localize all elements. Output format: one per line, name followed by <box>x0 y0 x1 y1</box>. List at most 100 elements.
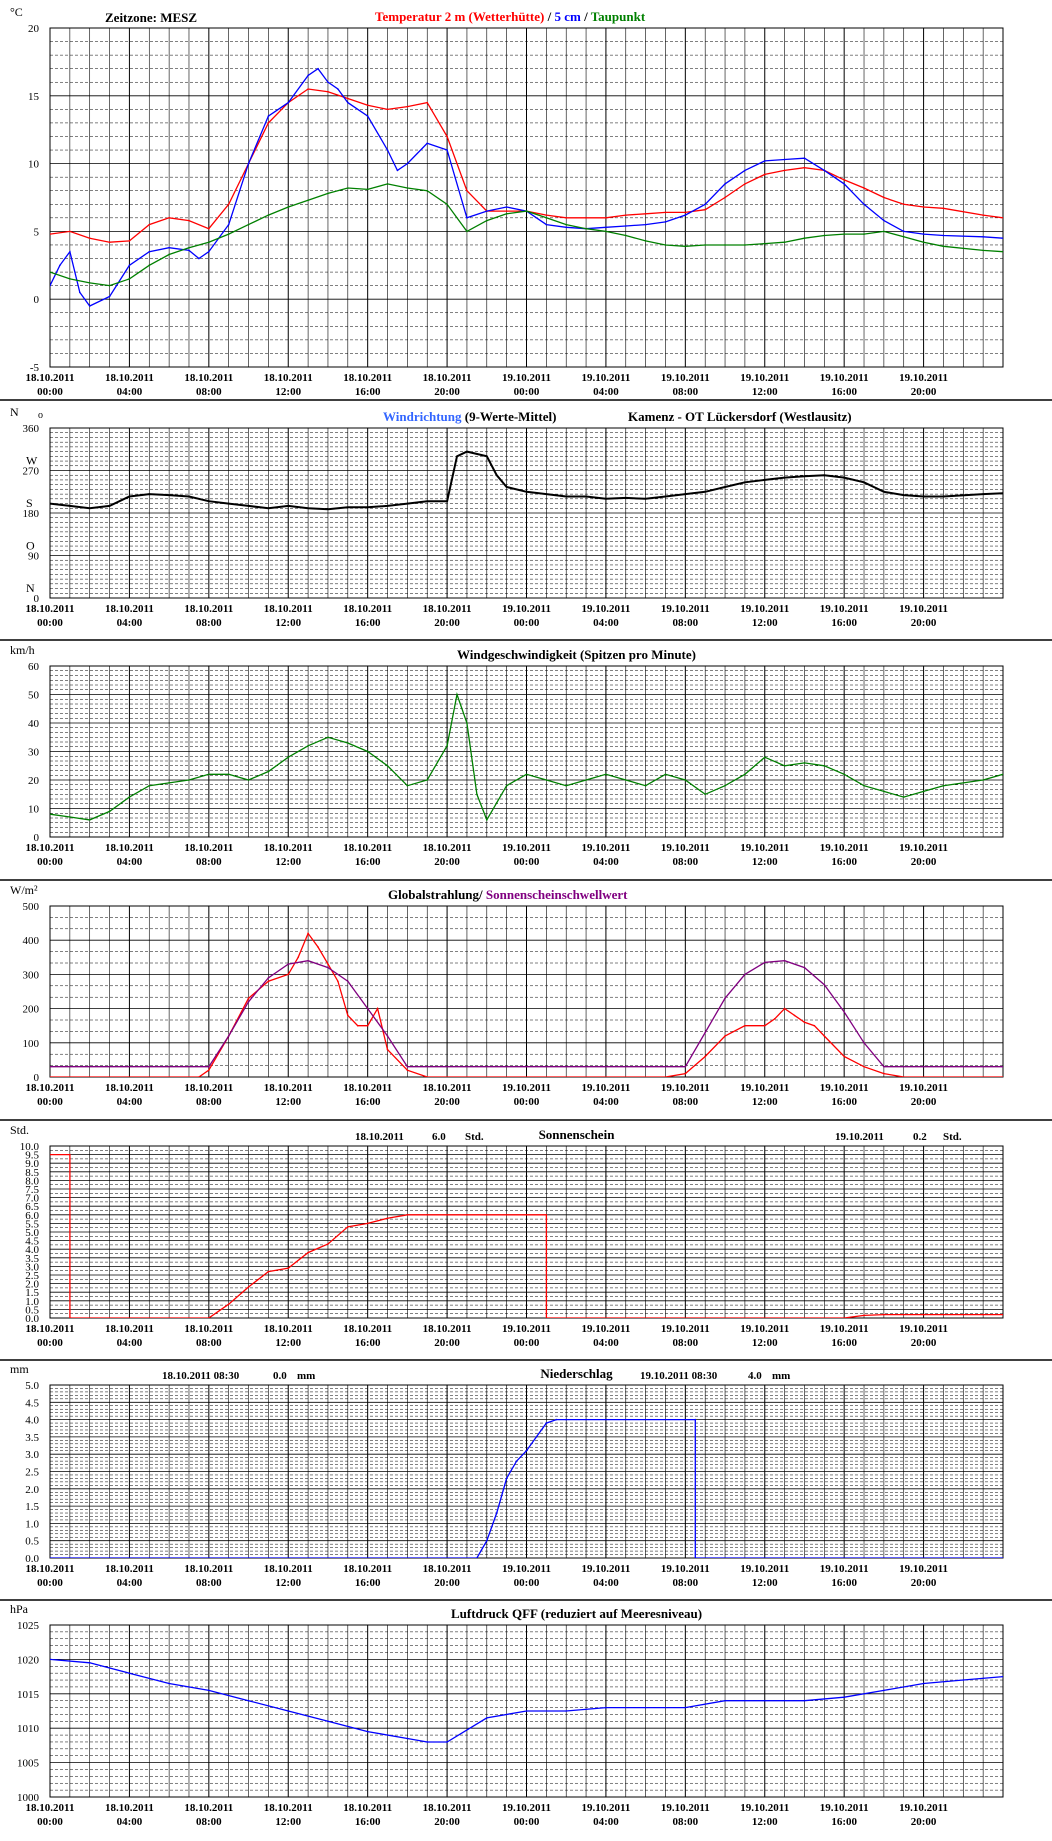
data-point <box>69 816 71 818</box>
x-tick-time: 20:00 <box>911 856 937 868</box>
title-part: / <box>544 9 554 24</box>
data-point <box>50 1153 51 1156</box>
y-tick-label: 0.0 <box>25 1313 39 1325</box>
x-tick-date: 19.10.2011 <box>502 1563 551 1575</box>
x-tick-date: 18.10.2011 <box>343 1082 392 1094</box>
data-point <box>426 142 429 145</box>
y-tick-label: 4.0 <box>25 1244 39 1256</box>
x-tick-time: 20:00 <box>911 1816 937 1828</box>
data-point <box>366 1007 369 1010</box>
x-tick-date: 19.10.2011 <box>502 372 551 384</box>
data-point <box>327 81 329 84</box>
data-point <box>366 1024 369 1027</box>
data-point <box>724 1035 726 1037</box>
data-point <box>863 203 865 206</box>
x-tick-date: 18.10.2011 <box>264 1563 313 1575</box>
x-tick-time: 16:00 <box>355 1096 381 1108</box>
data-point <box>267 214 270 216</box>
panel-radiation: 0 100 200 300 400 500 W/m² Globalstrahlung/ Son… <box>0 883 1052 1121</box>
x-tick-time: 08:00 <box>672 856 698 868</box>
data-point <box>247 1286 250 1288</box>
data-point <box>644 223 647 226</box>
x-tick-time: 04:00 <box>117 386 143 398</box>
data-point <box>327 963 329 965</box>
data-point <box>664 211 667 214</box>
data-point <box>88 819 91 821</box>
x-tick-date: 18.10.2011 <box>105 1082 154 1094</box>
y-tick-label: 3.0 <box>25 1261 39 1273</box>
chart-title: Niederschlag <box>540 1366 613 1381</box>
unit-label: Std. <box>10 1123 29 1137</box>
data-point <box>327 508 329 511</box>
data-point <box>88 282 91 284</box>
data-point <box>426 779 429 781</box>
data-point <box>902 230 905 233</box>
data-point <box>267 977 270 979</box>
data-point <box>485 819 488 821</box>
data-point <box>108 241 111 244</box>
y-tick-label: 15 <box>28 91 40 103</box>
data-point <box>843 233 845 235</box>
data-point <box>565 1418 568 1421</box>
data-point <box>942 784 945 787</box>
x-tick-time: 12:00 <box>752 1337 778 1349</box>
data-point <box>327 966 329 969</box>
data-point <box>456 693 458 696</box>
data-point <box>803 475 806 477</box>
data-point <box>565 217 568 219</box>
data-point <box>485 210 488 212</box>
x-tick-time: 08:00 <box>672 1337 698 1349</box>
data-point <box>684 245 687 248</box>
x-tick-time: 20:00 <box>434 856 460 868</box>
chart-title: Windrichtung (9-Werte-Mittel) <box>383 409 556 424</box>
y-tick-label: 9.0 <box>25 1158 39 1170</box>
data-point <box>227 1303 230 1306</box>
data-point <box>624 214 627 216</box>
panel-temperature: -5 0 5 10 15 20 °C Zeitzone: MESZ Temperatur 2 m… <box>0 5 1052 401</box>
data-point <box>188 246 190 249</box>
data-point <box>922 790 925 793</box>
data-point <box>466 189 468 192</box>
data-point <box>763 756 766 758</box>
data-point <box>108 284 111 287</box>
data-point <box>763 173 766 176</box>
data-point <box>624 779 627 781</box>
data-point <box>1002 1675 1003 1678</box>
data-point <box>664 773 667 776</box>
data-point <box>803 237 806 239</box>
data-point <box>366 1730 369 1733</box>
annotation-value: 0.0 <box>273 1370 287 1382</box>
data-point <box>426 1741 429 1743</box>
data-point <box>525 1449 528 1452</box>
data-point <box>803 166 806 169</box>
data-point <box>50 1658 51 1661</box>
data-point <box>366 115 369 117</box>
data-point <box>605 498 607 500</box>
x-tick-date: 19.10.2011 <box>820 1563 869 1575</box>
x-tick-time: 00:00 <box>514 1337 540 1349</box>
x-tick-date: 18.10.2011 <box>105 372 154 384</box>
data-point <box>327 1720 329 1723</box>
data-point <box>942 207 945 210</box>
timezone-label: Zeitzone: MESZ <box>105 10 197 25</box>
x-tick-date: 19.10.2011 <box>661 842 710 854</box>
x-tick-date: 18.10.2011 <box>184 1802 233 1814</box>
data-point <box>406 162 409 165</box>
data-point <box>763 1024 766 1027</box>
unit-label: N <box>10 405 19 419</box>
title-part: Taupunkt <box>591 9 646 24</box>
x-tick-time: 00:00 <box>514 1816 540 1828</box>
x-tick-date: 18.10.2011 <box>26 372 75 384</box>
data-point <box>347 506 349 509</box>
data-point <box>793 1014 796 1017</box>
y-tick-label: 4.5 <box>25 1236 39 1248</box>
data-point <box>525 1214 528 1216</box>
x-tick-time: 16:00 <box>831 1816 857 1828</box>
x-tick-time: 00:00 <box>514 617 540 629</box>
data-point <box>883 1689 885 1692</box>
data-point <box>198 257 200 260</box>
x-tick-date: 18.10.2011 <box>26 842 75 854</box>
data-point <box>744 973 746 976</box>
data-point <box>942 234 945 237</box>
x-tick-date: 18.10.2011 <box>423 1323 472 1335</box>
